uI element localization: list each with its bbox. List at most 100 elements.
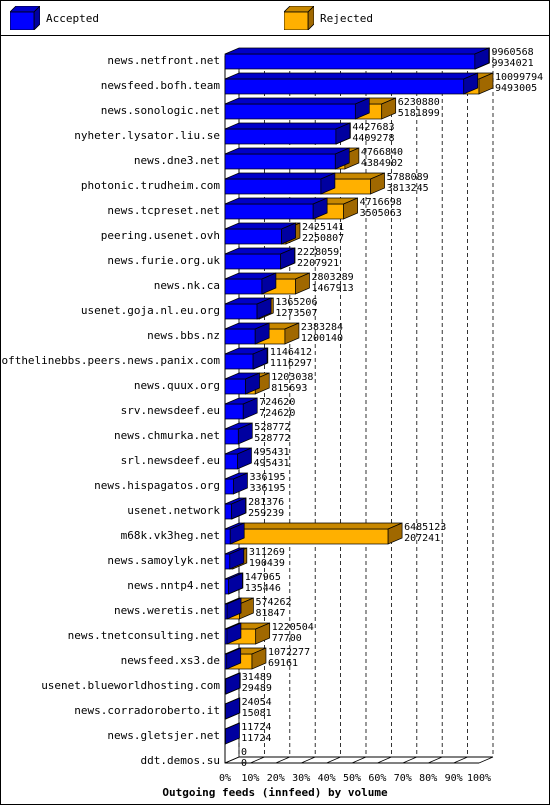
data-label-accepted: 29489 — [242, 683, 272, 694]
category-label: newsfeed.bofh.team — [101, 79, 221, 92]
data-label-offered: 6485123 — [404, 522, 446, 533]
category-label: news.bbs.nz — [147, 329, 220, 342]
x-tick-label: 0% — [219, 773, 231, 784]
data-label-offered: 11724 — [241, 722, 271, 733]
bar-accepted-front — [224, 228, 282, 245]
bar-accepted-front — [224, 478, 234, 495]
bar-rejected-side — [381, 97, 397, 120]
data-label-offered: 24054 — [242, 697, 272, 708]
category-label: news.nk.ca — [154, 279, 220, 292]
legend-accepted: Accepted — [10, 6, 99, 30]
legend-accepted-swatch — [10, 6, 40, 30]
category-label: srv.newsdeef.eu — [121, 404, 220, 417]
data-label-offered: 5788089 — [387, 172, 429, 183]
bar-accepted-front — [224, 403, 244, 420]
data-label-accepted: 4409278 — [352, 133, 394, 144]
data-label-offered: 1146412 — [270, 347, 312, 358]
tick-depth-line — [250, 756, 265, 764]
legend-separator — [0, 35, 550, 36]
data-label-offered: 336195 — [249, 472, 285, 483]
data-label-accepted: 1467913 — [312, 283, 354, 294]
data-label-accepted: 528772 — [254, 433, 290, 444]
data-label-offered: 6230880 — [398, 97, 440, 108]
data-label-offered: 724620 — [259, 397, 295, 408]
bar-accepted-side — [228, 572, 243, 595]
data-label-offered: 147965 — [245, 572, 281, 583]
data-label-accepted: 135446 — [245, 583, 281, 594]
bar-accepted-side — [463, 72, 479, 95]
category-label: news.nntp4.net — [127, 579, 220, 592]
bar-accepted-front — [224, 253, 281, 270]
category-label: news.furie.org.uk — [107, 254, 220, 267]
data-label-offered: 1365206 — [275, 297, 317, 308]
bar-accepted-side — [254, 322, 270, 345]
category-label: news.sonologic.net — [101, 104, 220, 117]
tick-depth-line — [428, 756, 443, 764]
bar-accepted-front — [224, 203, 314, 220]
bar-accepted-front — [224, 153, 336, 170]
data-label-accepted: 336195 — [249, 483, 285, 494]
bar-accepted-top — [224, 72, 478, 80]
tick-depth-line — [275, 756, 290, 764]
data-label-accepted: 69161 — [268, 658, 298, 669]
bar-accepted-side — [281, 222, 296, 245]
bar-accepted-side — [229, 522, 245, 545]
bar-accepted-front — [224, 353, 254, 370]
category-label: news.quux.org — [134, 379, 220, 392]
bar-accepted-side — [280, 247, 295, 270]
bar-rejected-front — [229, 528, 389, 545]
bar-accepted-front — [224, 328, 256, 345]
data-label-accepted: 4384902 — [361, 158, 403, 169]
x-tick-label: 30% — [292, 773, 310, 784]
category-label: news.gletsjer.net — [107, 729, 220, 742]
data-label-accepted: 1273507 — [275, 308, 317, 319]
category-label: news.dne3.net — [134, 154, 220, 167]
category-label: peering.usenet.ovh — [101, 229, 220, 242]
data-label-offered: 4427683 — [352, 122, 394, 133]
legend-rejected-label: Rejected — [320, 11, 373, 25]
data-label-accepted: 2207921 — [297, 258, 339, 269]
category-label: newsfeed.xs3.de — [121, 654, 220, 667]
category-label: endofthelinebbs.peers.news.panix.com — [0, 354, 220, 367]
bar-accepted-front — [224, 53, 476, 70]
data-label-offered: 2425141 — [302, 222, 344, 233]
bar-accepted-top — [224, 147, 350, 155]
bar-accepted-side — [354, 97, 370, 120]
legend-rejected-swatch — [284, 6, 314, 30]
data-label-offered: 1072277 — [268, 647, 310, 658]
bar-accepted-top — [224, 172, 336, 180]
bar-rejected-side — [295, 272, 310, 295]
bar-accepted-side — [225, 722, 240, 745]
bar-accepted-side — [320, 172, 336, 195]
bar-accepted-side — [312, 197, 328, 220]
bar-accepted-front — [224, 528, 231, 545]
data-label-accepted: 15081 — [242, 708, 272, 719]
category-label: news.tnetconsulting.net — [68, 629, 220, 642]
category-label: news.weretis.net — [114, 604, 220, 617]
bar-accepted-front — [224, 428, 239, 445]
tick-depth-line — [478, 756, 494, 764]
tick-depth-line — [224, 756, 240, 764]
tick-depth-line — [402, 756, 417, 764]
bar-accepted-front — [224, 453, 238, 470]
data-label-offered: 495431 — [253, 447, 289, 458]
x-tick-label: 60% — [368, 773, 386, 784]
category-label: usenet.network — [127, 504, 220, 517]
bar-accepted-front — [224, 553, 231, 570]
data-label-accepted: 1200140 — [301, 333, 343, 344]
bar-accepted-side — [335, 122, 351, 145]
x-tick-label: 10% — [241, 773, 259, 784]
bar-accepted-side — [261, 272, 277, 295]
data-label-accepted: 5181899 — [398, 108, 440, 119]
bar-rejected-side — [284, 322, 300, 345]
bar-accepted-side — [245, 372, 260, 395]
bar-accepted-front — [224, 303, 258, 320]
category-label: news.corradoroberto.it — [74, 704, 220, 717]
category-label: m68k.vk3heg.net — [121, 529, 220, 542]
bar-accepted-top — [224, 122, 351, 130]
bar-accepted-side — [226, 622, 242, 645]
bar-accepted-side — [237, 447, 252, 470]
data-label-offered: 10099794 — [495, 72, 543, 83]
bar-rejected-side — [387, 522, 403, 545]
bar-accepted-side — [225, 672, 241, 695]
